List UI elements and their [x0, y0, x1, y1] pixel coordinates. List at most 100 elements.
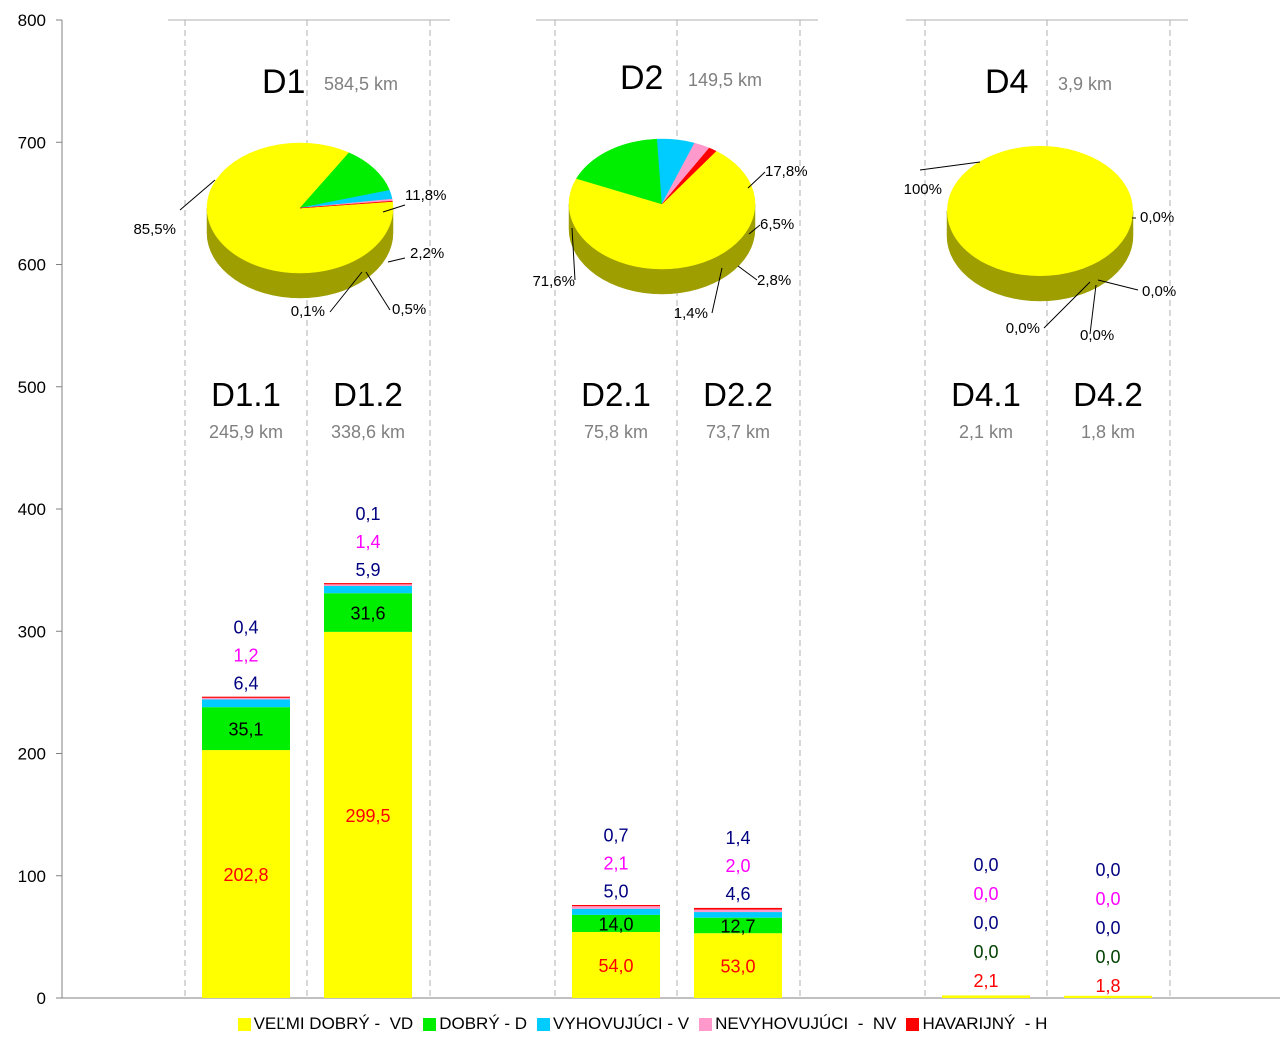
bar-D2.2-nv	[694, 910, 782, 912]
pie-length-D4: 3,9 km	[1058, 74, 1112, 94]
legend-item-nv: NEVYHOVUJÚCI - NV	[699, 1014, 896, 1034]
label-D1.2-h: 0,1	[355, 504, 380, 524]
legend-swatch-nv	[699, 1018, 712, 1031]
legend-swatch-vd	[238, 1018, 251, 1031]
label-D2.1-nv: 2,1	[603, 853, 628, 873]
pie-D4-label-v: 0,0%	[1142, 283, 1176, 300]
label-D1.1-vd: 202,8	[223, 865, 268, 885]
pie-D1-leader-v	[388, 258, 405, 262]
label-D4.2-h: 0,0	[1095, 860, 1120, 880]
label-D2.1-h: 0,7	[603, 825, 628, 845]
pie-D4-label-d: 0,0%	[1140, 209, 1174, 226]
label-D2.1-v: 5,0	[603, 881, 628, 901]
bar-D1.1-nv	[202, 698, 290, 699]
pie-length-D1: 584,5 km	[324, 74, 398, 94]
legend-swatch-v	[537, 1018, 550, 1031]
pie-D1-label-d: 11,8%	[405, 187, 446, 204]
pie-title-D1: D1	[262, 63, 305, 101]
pie-D4-label-vd: 100%	[904, 181, 942, 198]
legend-label-d: DOBRÝ - D	[439, 1014, 527, 1034]
label-D4.2-vd: 1,8	[1095, 976, 1120, 996]
pie-D1-leader-nv	[366, 272, 390, 310]
pie-length-D2: 149,5 km	[688, 70, 762, 90]
legend-label-vd: VEĽMI DOBRÝ - VD	[254, 1014, 414, 1034]
bar-D1.2-h	[324, 583, 412, 584]
label-D1.1-nv: 1,2	[233, 645, 258, 665]
bar-title-D1.2: D1.2	[333, 376, 403, 413]
pie-D1-label-h: 0,1%	[291, 303, 325, 320]
label-D4.2-d: 0,0	[1095, 947, 1120, 967]
y-tick-label-700: 700	[18, 133, 46, 152]
bar-length-D2.2: 73,7 km	[706, 422, 770, 442]
label-D2.1-vd: 54,0	[598, 956, 633, 976]
pie-D2-label-h: 1,4%	[674, 305, 708, 322]
chart-canvas: 0 100 200 300 400 500 600 700 800 D1.1 245,9 km 202…	[0, 0, 1285, 1012]
bar-D4.1-vd	[942, 995, 1030, 998]
label-D1.2-v: 5,9	[355, 560, 380, 580]
legend-item-v: VYHOVUJÚCI - V	[537, 1014, 689, 1034]
label-D2.2-d: 12,7	[720, 916, 755, 936]
y-tick-label-100: 100	[18, 867, 46, 886]
label-D4.1-nv: 0,0	[973, 884, 998, 904]
pie-D4-slice-vd	[947, 146, 1133, 276]
label-D2.2-nv: 2,0	[725, 856, 750, 876]
label-D1.2-d: 31,6	[350, 604, 385, 624]
label-D2.2-h: 1,4	[725, 828, 750, 848]
bar-length-D1.2: 338,6 km	[331, 422, 405, 442]
bar-D1.2-v	[324, 586, 412, 593]
bar-D4.2-vd	[1064, 996, 1152, 998]
legend-item-d: DOBRÝ - D	[423, 1014, 527, 1034]
label-D4.1-h: 0,0	[973, 855, 998, 875]
legend-item-vd: VEĽMI DOBRÝ - VD	[238, 1014, 414, 1034]
pie-D1-label-nv: 0,5%	[392, 301, 426, 318]
y-tick-label-500: 500	[18, 378, 46, 397]
bar-title-D4.2: D4.2	[1073, 376, 1143, 413]
label-D2.2-v: 4,6	[725, 884, 750, 904]
label-D4.1-vd: 2,1	[973, 971, 998, 991]
bar-length-D4.2: 1,8 km	[1081, 422, 1135, 442]
y-tick-label-800: 800	[18, 11, 46, 30]
pie-D4-label-h: 0,0%	[1006, 320, 1040, 337]
legend: VEĽMI DOBRÝ - VD DOBRÝ - D VYHOVUJÚCI - …	[0, 1012, 1285, 1036]
y-tick-label-400: 400	[18, 500, 46, 519]
pie-D1-label-v: 2,2%	[410, 245, 444, 262]
legend-swatch-d	[423, 1018, 436, 1031]
y-tick-label-300: 300	[18, 622, 46, 641]
label-D2.2-vd: 53,0	[720, 957, 755, 977]
pie-D2-label-vd: 71,6%	[532, 273, 575, 290]
y-tick-label-600: 600	[18, 256, 46, 275]
bar-length-D2.1: 75,8 km	[584, 422, 648, 442]
legend-label-nv: NEVYHOVUJÚCI - NV	[715, 1014, 896, 1034]
y-tick-label-0: 0	[37, 989, 46, 1008]
pie-D4-label-nv: 0,0%	[1080, 327, 1114, 344]
label-D1.2-vd: 299,5	[345, 806, 390, 826]
label-D1.2-nv: 1,4	[355, 532, 380, 552]
bar-length-D4.1: 2,1 km	[959, 422, 1013, 442]
legend-item-h: HAVARIJNÝ - H	[906, 1014, 1047, 1034]
y-tick-label-200: 200	[18, 745, 46, 764]
label-D4.2-v: 0,0	[1095, 918, 1120, 938]
pie-D4-leader-v	[1098, 280, 1138, 290]
legend-label-v: VYHOVUJÚCI - V	[553, 1014, 689, 1034]
label-D1.1-d: 35,1	[228, 720, 263, 740]
pie-D2-label-v: 6,5%	[760, 216, 794, 233]
pie-D1-label-vd: 85,5%	[133, 221, 176, 238]
pie-D2-label-nv: 2,8%	[757, 272, 791, 289]
label-D1.1-v: 6,4	[233, 673, 258, 693]
bar-D1.2-nv	[324, 584, 412, 586]
bar-title-D2.2: D2.2	[703, 376, 773, 413]
label-D4.1-d: 0,0	[973, 942, 998, 962]
label-D4.1-v: 0,0	[973, 913, 998, 933]
legend-swatch-h	[906, 1018, 919, 1031]
legend-label-h: HAVARIJNÝ - H	[922, 1014, 1047, 1034]
bar-D2.2-h	[694, 908, 782, 910]
pie-title-D2: D2	[620, 59, 663, 97]
pie-title-D4: D4	[985, 63, 1028, 101]
label-D4.2-nv: 0,0	[1095, 889, 1120, 909]
bar-D1.1-v	[202, 699, 290, 707]
bar-D2.1-h	[572, 905, 660, 906]
pie-D2-label-d: 17,8%	[765, 163, 808, 180]
bar-D2.1-nv	[572, 906, 660, 909]
bar-title-D4.1: D4.1	[951, 376, 1021, 413]
bar-title-D1.1: D1.1	[211, 376, 281, 413]
